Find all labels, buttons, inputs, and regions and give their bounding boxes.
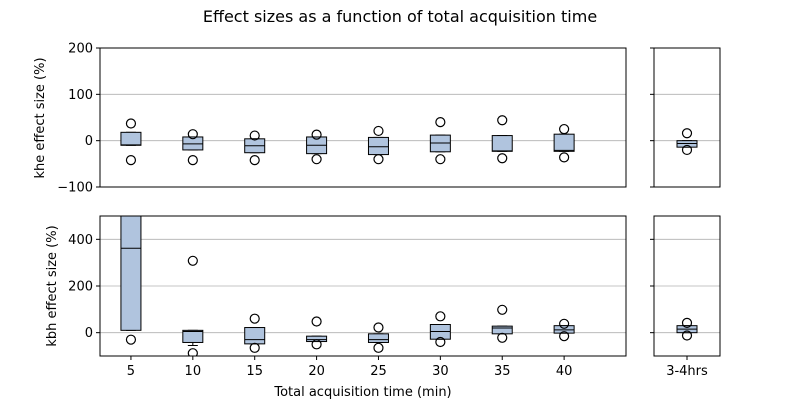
khe-40-flier-0 <box>559 123 570 135</box>
kbh-extra-flier-0 <box>681 317 693 328</box>
khe-35-box <box>491 135 513 152</box>
khe-box-20 <box>306 129 328 165</box>
chart-title: Effect sizes as a function of total acqu… <box>203 7 597 26</box>
khe-5-flier-0 <box>125 118 137 129</box>
kbh-box-extra <box>676 317 698 341</box>
kbh-y-axis-label: kbh effect size (%) <box>45 225 60 346</box>
kbh-25-flier-1 <box>373 342 384 353</box>
khe-15-flier-1 <box>249 155 260 166</box>
kbh-5-flier-0 <box>125 334 137 345</box>
khe-25-box <box>367 136 389 156</box>
khe-5-flier-1 <box>125 155 137 166</box>
khe-box-10 <box>182 129 204 166</box>
xtick-label-40: 40 <box>556 364 573 379</box>
kbh-15-box <box>244 327 266 345</box>
khe-20-flier-1 <box>311 154 322 165</box>
xtick-label-10: 10 <box>185 364 202 379</box>
kbh-35-box <box>491 325 513 335</box>
khe-10-flier-0 <box>187 129 198 140</box>
xtick-label-20: 20 <box>308 364 325 379</box>
kbh-ytick-label: 400 <box>68 233 93 248</box>
kbh-35-flier-0 <box>497 304 508 315</box>
kbh-30-flier-0 <box>435 311 446 322</box>
kbh-40-flier-0 <box>559 318 570 329</box>
khe-25-flier-1 <box>373 154 384 165</box>
khe-box-40 <box>553 123 575 163</box>
khe-box-25 <box>367 125 389 165</box>
kbh-10-box <box>182 329 204 343</box>
xtick-label-15: 15 <box>246 364 263 379</box>
xtick-label-5: 5 <box>127 364 135 379</box>
kbh-25-flier-0 <box>373 322 384 333</box>
khe-axes-frame <box>99 47 627 188</box>
khe-boxes <box>120 115 698 166</box>
khe-10-flier-1 <box>187 155 198 166</box>
khe-30-flier-0 <box>435 117 446 128</box>
khe-ytick-label: 100 <box>68 88 93 103</box>
kbh-ytick-label: 200 <box>68 280 93 295</box>
kbh-box-20 <box>306 316 328 350</box>
kbh-5-box <box>120 216 142 331</box>
xtick-label-extra: 3-4hrs <box>666 364 708 379</box>
khe-15-flier-0 <box>249 130 260 141</box>
kbh-box-5 <box>120 216 142 345</box>
kbh-box-35 <box>491 304 513 343</box>
khe-side-axes-frame <box>653 47 721 188</box>
khe-30-flier-1 <box>435 154 446 165</box>
kbh-30-flier-1 <box>435 336 446 348</box>
kbh-10-flier-0 <box>187 255 198 266</box>
khe-box-30 <box>429 117 451 165</box>
khe-35-flier-0 <box>497 115 508 126</box>
xtick-label-25: 25 <box>370 364 387 379</box>
kbh-10-flier-1 <box>187 348 198 356</box>
khe-box-5 <box>120 118 142 166</box>
khe-extra-flier-1 <box>681 144 693 156</box>
kbh-20-flier-0 <box>311 316 322 327</box>
khe-box-35 <box>491 115 513 164</box>
khe-box-extra <box>676 128 698 156</box>
khe-35-flier-1 <box>497 153 508 164</box>
kbh-box-40 <box>553 318 575 342</box>
khe-40-flier-1 <box>559 152 570 163</box>
khe-box-15 <box>244 130 266 166</box>
khe-20-flier-0 <box>311 129 322 140</box>
kbh-box-15 <box>244 313 266 353</box>
xtick-label-35: 35 <box>494 364 511 379</box>
xtick-label-30: 30 <box>432 364 449 379</box>
kbh-15-flier-1 <box>249 342 260 353</box>
khe-ytick-label: 200 <box>68 42 93 57</box>
khe-y-axis-label: khe effect size (%) <box>33 57 48 178</box>
kbh-box-10 <box>182 255 204 356</box>
khe-40-box <box>553 133 575 152</box>
kbh-20-box <box>306 335 328 343</box>
kbh-25-box <box>367 333 389 343</box>
khe-5-box <box>120 131 142 146</box>
x-axis-label: Total acquisition time (min) <box>273 385 451 400</box>
khe-ytick-label: 0 <box>85 134 93 149</box>
kbh-15-flier-0 <box>249 313 260 324</box>
khe-extra-flier-0 <box>681 128 693 139</box>
plot-area: −100 0 100 200 0 200 400 5 10 15 20 25 30 35 40 3-4hrs <box>57 42 721 379</box>
khe-ytick-label: −100 <box>57 181 93 196</box>
kbh-ytick-label: 0 <box>85 326 93 341</box>
kbh-box-30 <box>429 311 451 348</box>
kbh-35-flier-1 <box>497 332 508 343</box>
kbh-box-25 <box>367 322 389 353</box>
kbh-40-flier-1 <box>559 331 570 342</box>
kbh-20-flier-1 <box>311 339 322 350</box>
kbh-extra-flier-1 <box>681 330 693 341</box>
kbh-boxes <box>120 216 698 356</box>
khe-25-flier-0 <box>373 125 384 137</box>
